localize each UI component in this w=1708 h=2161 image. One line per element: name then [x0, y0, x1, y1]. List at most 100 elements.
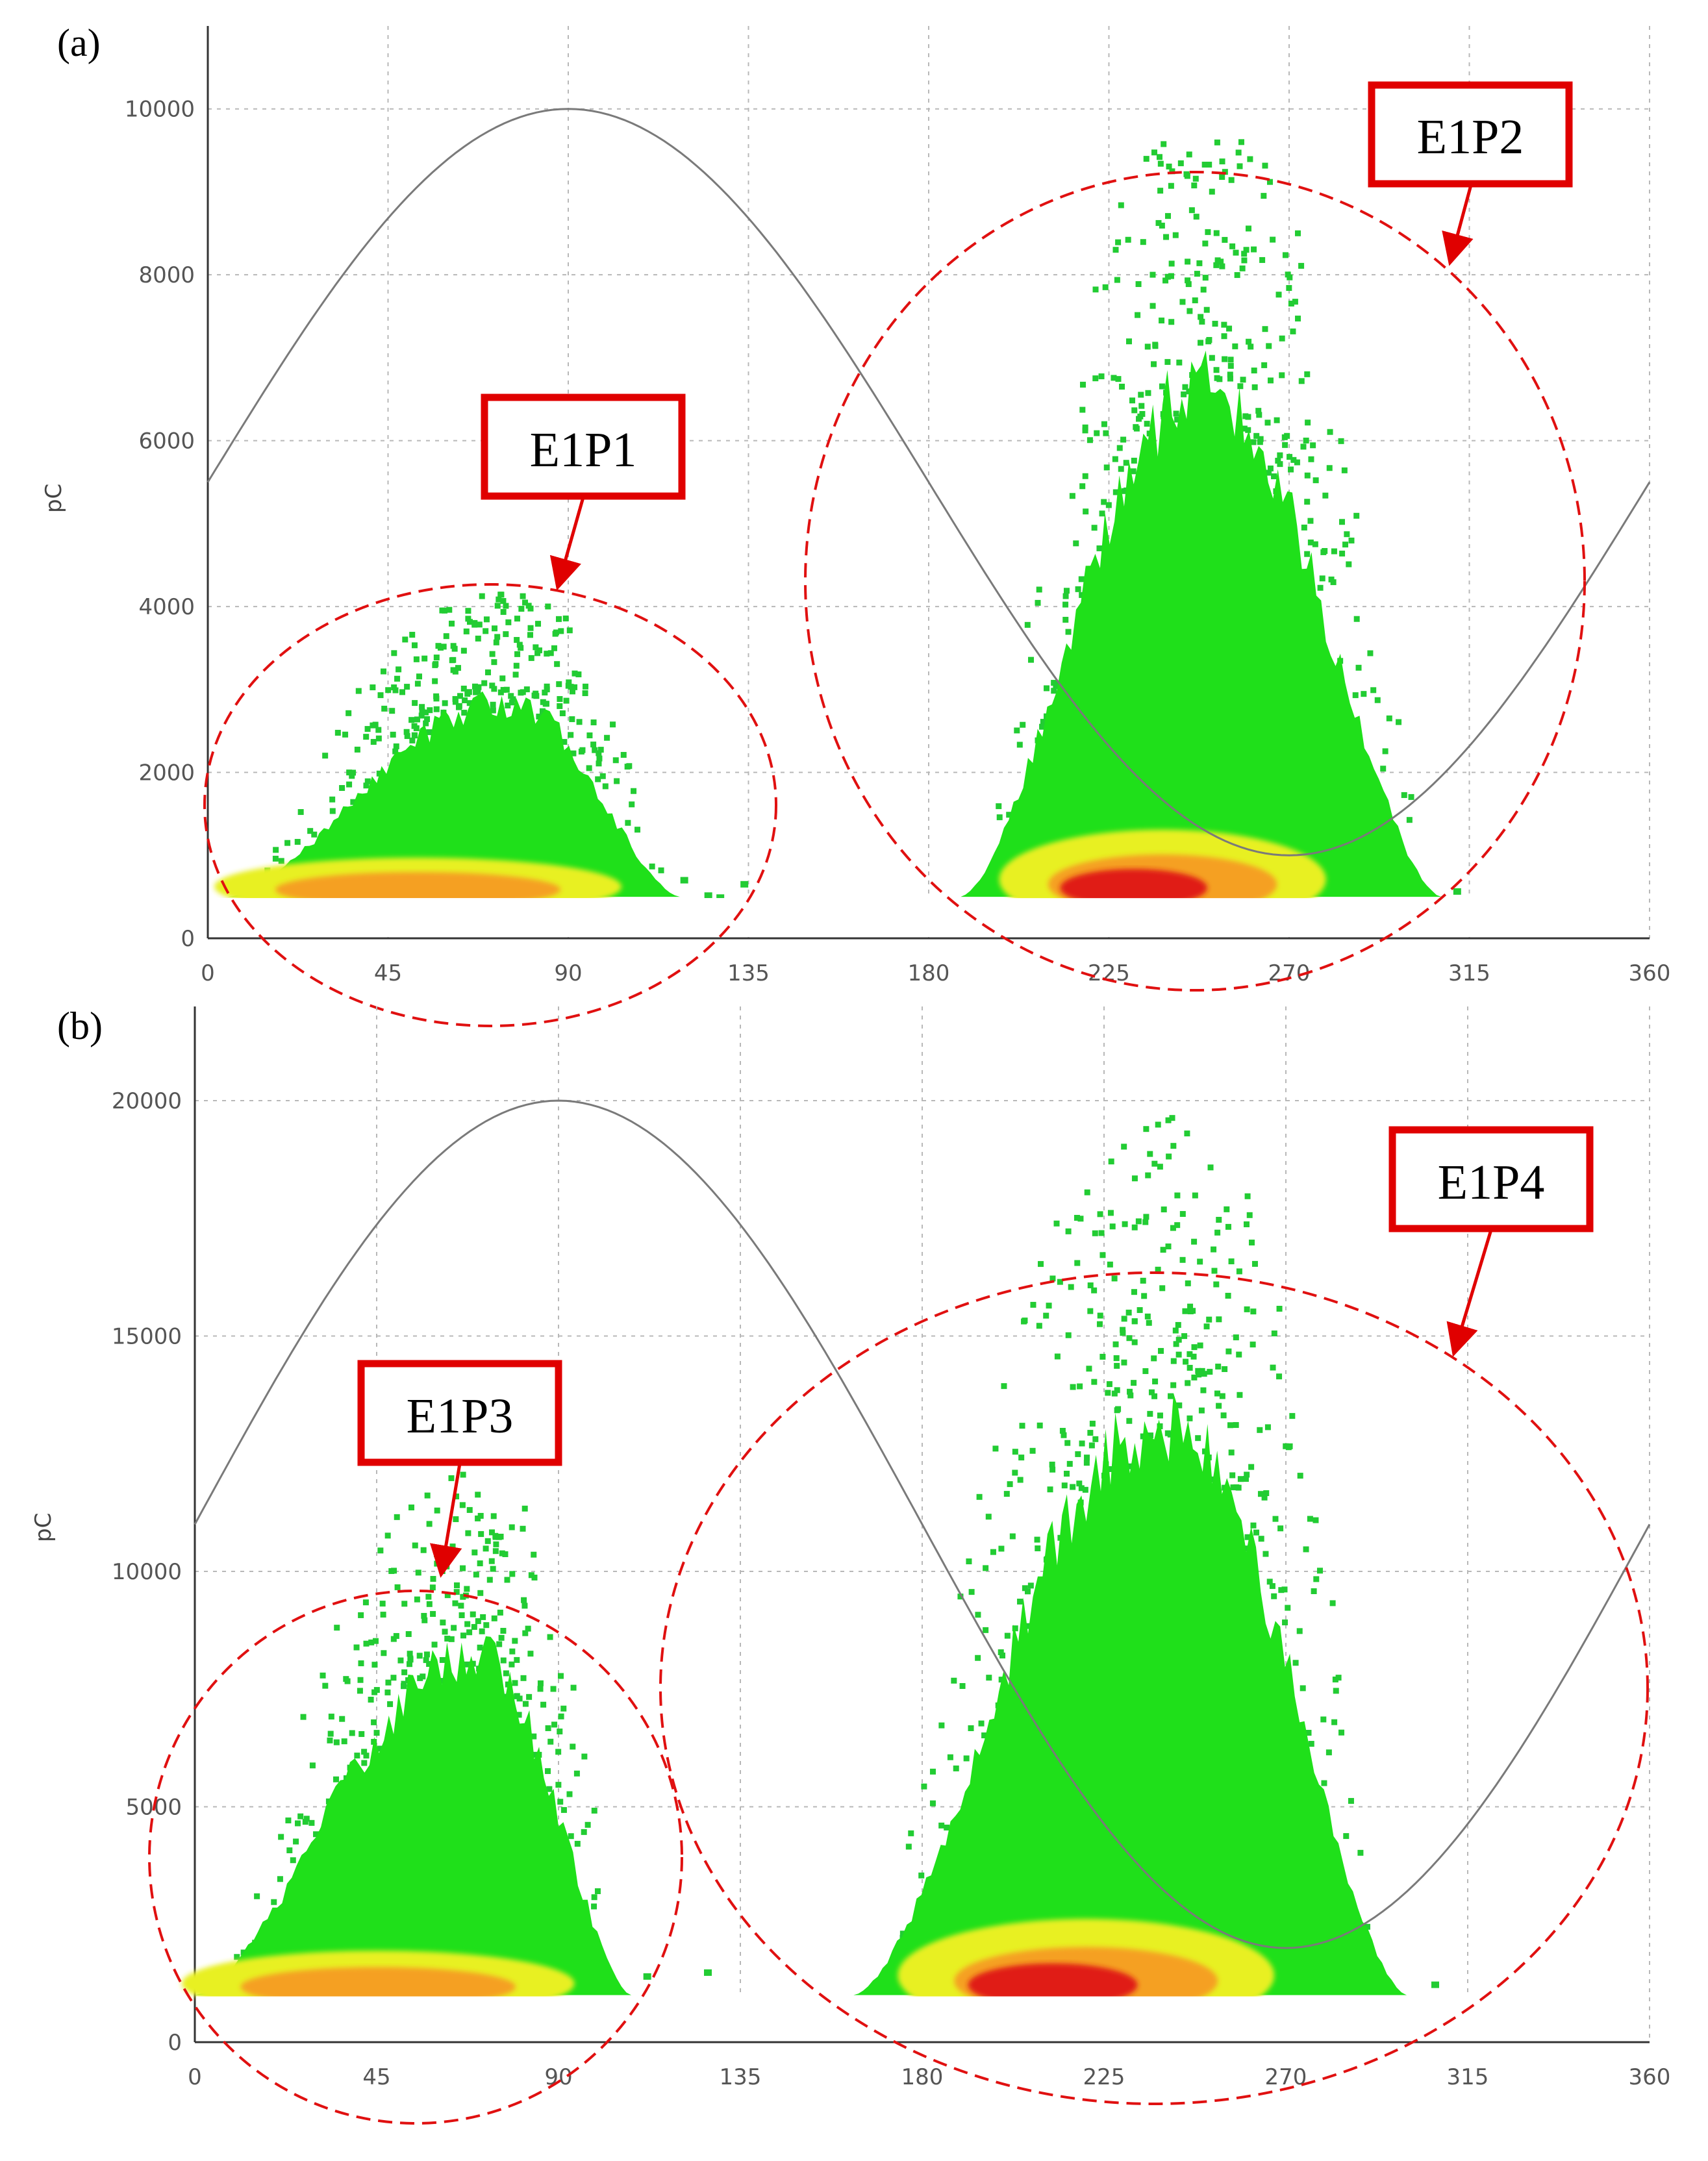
discharge-point — [509, 1524, 515, 1530]
discharge-point — [983, 1565, 989, 1571]
discharge-point — [385, 687, 392, 693]
ellipse-E1P3 — [148, 1590, 683, 2125]
discharge-point — [407, 1651, 413, 1657]
discharge-point — [1250, 1522, 1257, 1529]
panel-a-clusters — [209, 139, 1648, 937]
discharge-point — [486, 1577, 493, 1583]
discharge-point — [1127, 1463, 1133, 1469]
discharge-point — [393, 1632, 399, 1639]
discharge-point — [527, 632, 534, 638]
discharge-point — [1319, 575, 1325, 582]
discharge-point — [503, 686, 510, 693]
discharge-point — [1329, 1600, 1336, 1606]
discharge-point — [483, 628, 489, 634]
discharge-point — [1049, 1275, 1056, 1282]
discharge-point — [1059, 1427, 1066, 1434]
discharge-point — [492, 1548, 499, 1555]
discharge-point — [405, 1630, 412, 1637]
y-tick-label-2000: 2000 — [138, 760, 195, 786]
discharge-point — [542, 690, 548, 696]
discharge-point — [1022, 1585, 1028, 1592]
discharge-point — [421, 1617, 428, 1623]
discharge-point — [1091, 525, 1098, 531]
discharge-point — [396, 666, 402, 673]
discharge-point — [521, 1505, 528, 1512]
discharge-point — [996, 803, 1002, 810]
discharge-point — [1222, 1366, 1228, 1372]
discharge-point — [349, 1730, 355, 1736]
discharge-point — [557, 703, 563, 709]
discharge-point — [1304, 551, 1311, 557]
discharge-point — [444, 1592, 451, 1599]
discharge-point — [426, 1601, 433, 1607]
discharge-point — [471, 683, 478, 690]
discharge-point — [339, 1716, 345, 1722]
discharge-point — [1144, 344, 1151, 350]
discharge-point — [596, 755, 603, 762]
discharge-point — [488, 1558, 495, 1564]
discharge-point — [1241, 251, 1248, 257]
discharge-point — [1168, 260, 1175, 267]
discharge-point — [1264, 419, 1271, 426]
discharge-point — [1079, 406, 1086, 413]
discharge-point — [1188, 207, 1195, 214]
discharge-point — [570, 688, 576, 695]
discharge-point — [1261, 193, 1267, 199]
discharge-point — [1244, 1471, 1250, 1478]
discharge-point — [455, 665, 461, 671]
discharge-point — [1102, 284, 1109, 290]
discharge-point — [1009, 1533, 1016, 1540]
discharge-point — [1096, 1321, 1103, 1327]
discharge-point — [465, 616, 471, 622]
discharge-point — [1191, 182, 1198, 189]
discharge-point — [704, 1969, 712, 1976]
callout-box-E1P3 — [357, 1360, 562, 1466]
discharge-point — [512, 1638, 518, 1644]
discharge-point — [1172, 232, 1179, 238]
discharge-point — [415, 1569, 421, 1576]
discharge-point — [1029, 1447, 1036, 1454]
discharge-point — [1307, 539, 1314, 545]
discharge-point — [1229, 243, 1236, 249]
discharge-point — [278, 1834, 284, 1840]
discharge-point — [1285, 271, 1291, 278]
discharge-point — [1129, 397, 1136, 404]
discharge-point — [399, 689, 406, 695]
discharge-point — [1087, 1308, 1094, 1314]
discharge-point — [1185, 277, 1191, 284]
discharge-point — [1250, 1342, 1256, 1348]
discharge-point — [363, 734, 370, 740]
discharge-point — [1109, 1466, 1115, 1472]
discharge-point — [1279, 372, 1285, 379]
discharge-point — [976, 1493, 983, 1500]
panel-b-ylabel: pC — [31, 1513, 57, 1542]
discharge-point — [540, 1701, 547, 1708]
discharge-point — [1244, 1306, 1250, 1312]
discharge-point — [320, 1672, 326, 1679]
discharge-point — [368, 1639, 375, 1645]
discharge-point — [1262, 326, 1268, 332]
discharge-point — [1292, 299, 1298, 305]
discharge-point — [1148, 1389, 1155, 1395]
discharge-point — [1137, 1307, 1143, 1314]
discharge-point — [1245, 427, 1251, 433]
discharge-point — [1039, 723, 1046, 730]
discharge-point — [575, 671, 582, 678]
discharge-point — [1097, 1312, 1103, 1319]
discharge-point — [1216, 376, 1223, 382]
panel-a-x-ticks: 0 45 90 135 180 225 270 315 360 — [201, 960, 1670, 986]
discharge-point — [658, 867, 664, 873]
discharge-point — [1271, 1593, 1277, 1599]
discharge-point — [1161, 141, 1167, 147]
discharge-point — [1263, 1490, 1270, 1496]
discharge-point — [590, 719, 597, 725]
discharge-point — [1330, 579, 1337, 586]
discharge-point — [1289, 1413, 1296, 1419]
discharge-point — [1107, 1210, 1114, 1216]
discharge-point — [309, 1762, 316, 1769]
discharge-point — [453, 1516, 459, 1523]
discharge-point — [475, 688, 481, 694]
discharge-point — [516, 642, 523, 648]
discharge-point — [492, 1532, 499, 1539]
discharge-point — [509, 1571, 516, 1577]
